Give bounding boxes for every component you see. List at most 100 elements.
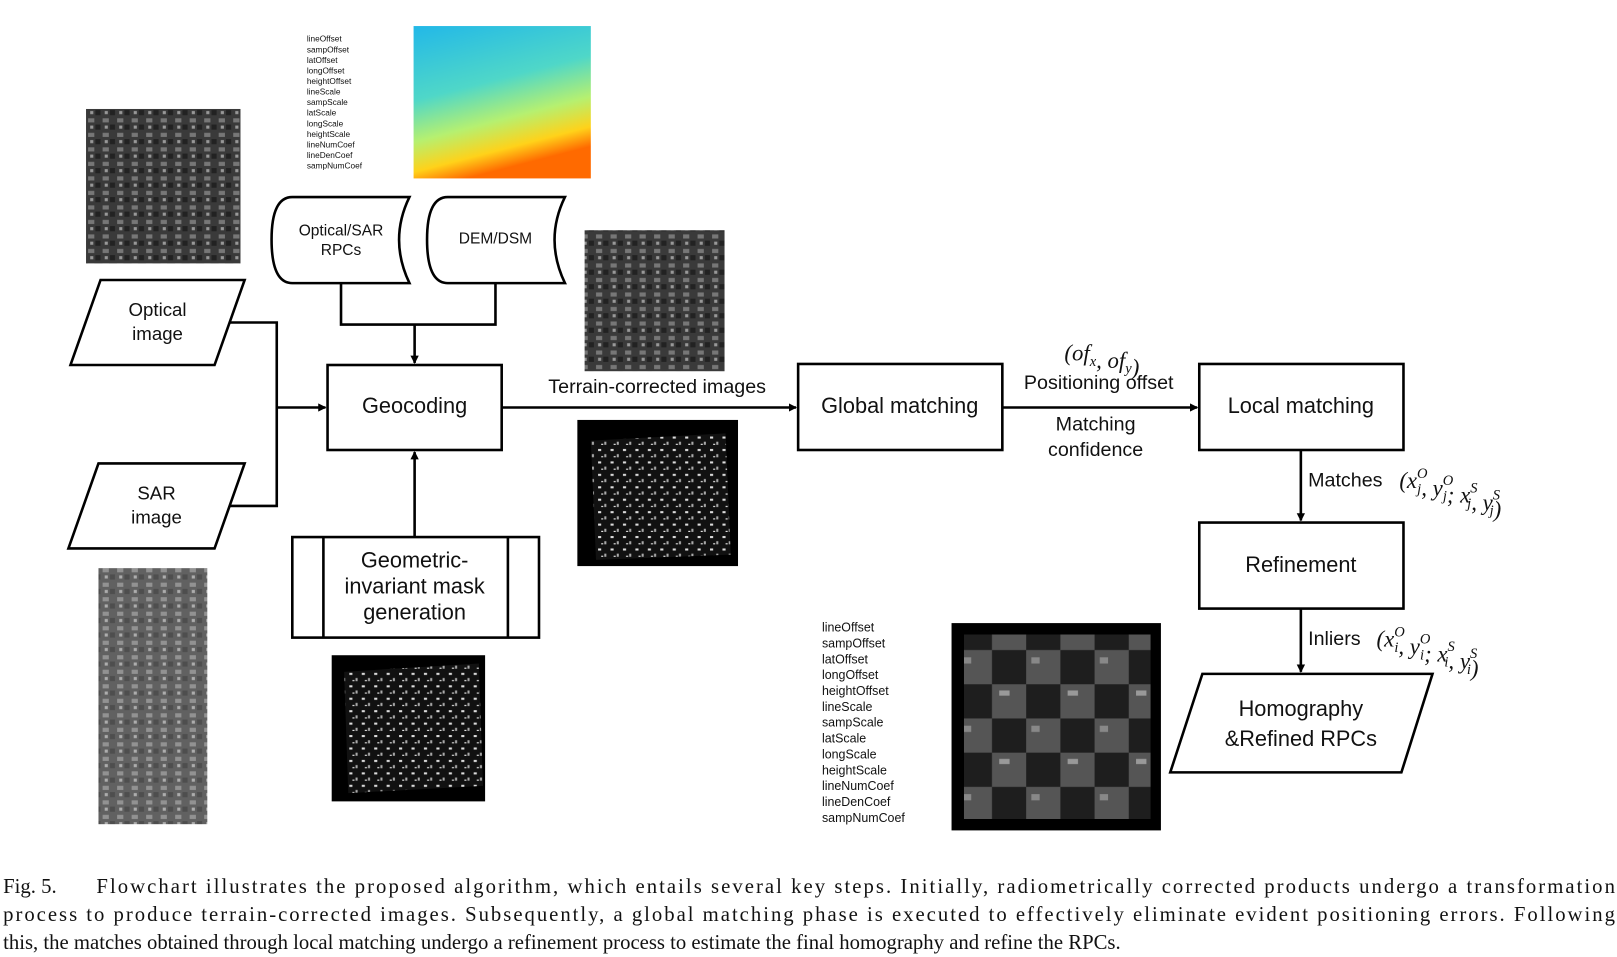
math-symbol: (: [1064, 341, 1073, 366]
math-symbol: ;: [1447, 483, 1460, 508]
rpc-param: lineDenCoef: [307, 150, 353, 160]
rpc-param: heightScale: [822, 763, 887, 777]
math-sub: j: [1465, 496, 1471, 512]
math-sup: O: [1443, 473, 1454, 489]
process-box: [1197, 521, 1405, 610]
rpc-param: sampScale: [307, 97, 348, 107]
math-sup: O: [1394, 625, 1405, 641]
node-label: image: [132, 323, 183, 344]
mosaic-thumbnail: [963, 634, 1151, 820]
math-sub: j: [1441, 489, 1447, 505]
subprocess-box: [291, 535, 541, 639]
rpc-param: lineNumCoef: [822, 779, 894, 793]
node-label: invariant mask: [345, 574, 485, 599]
math-base: y: [1481, 490, 1494, 515]
rpc-param: heightOffset: [822, 684, 889, 698]
optical-thumbnail: [86, 108, 241, 264]
math-sub: i: [1420, 648, 1424, 664]
math-symbol: (: [1399, 468, 1408, 493]
caption-line: process to produce terrain-corrected ima…: [3, 904, 1615, 926]
math-base: y: [1458, 649, 1471, 674]
edge-label: Matching: [1056, 413, 1136, 435]
math-base: y: [1431, 476, 1444, 501]
math-symbol: ;: [1424, 642, 1437, 667]
math-label: (xO j, yO j; xS j, yS j): [1399, 466, 1501, 522]
process-box: [1197, 362, 1405, 452]
node-label: Refinement: [1245, 552, 1356, 577]
rpc-param: latOffset: [822, 652, 869, 666]
math-symbol: ,: [1096, 348, 1107, 373]
node-label: Optical/SAR: [299, 222, 384, 239]
rpc-param: latScale: [822, 732, 866, 746]
rpc-param: latScale: [307, 108, 337, 118]
caption-label: Fig. 5.: [3, 876, 57, 898]
rpc-param: longOffset: [307, 65, 345, 75]
math-symbol: ): [1492, 497, 1502, 522]
edge-label: confidence: [1048, 439, 1143, 461]
node-label: Optical: [129, 299, 187, 320]
node-label: image: [131, 506, 182, 527]
math-symbol: ): [1130, 355, 1140, 380]
rpc-param: sampOffset: [822, 636, 886, 650]
dem-thumbnail: [413, 26, 591, 179]
storage-shape: [425, 195, 567, 285]
rpc-param: sampScale: [822, 716, 884, 730]
caption-line: Flowchart illustrates the proposed algor…: [96, 876, 1615, 898]
rpc-param: sampOffset: [307, 44, 350, 54]
math-sup: S: [1470, 481, 1478, 497]
math-symbol: ): [1469, 656, 1479, 681]
math-sup: O: [1417, 466, 1428, 482]
rpc-param: longScale: [822, 747, 877, 761]
process-box: [796, 362, 1004, 452]
rpc-param: sampNumCoef: [307, 161, 363, 171]
math-label: (ofx, ofy): [1064, 341, 1139, 381]
caption-line: this, the matches obtained through local…: [3, 932, 1121, 954]
rpc-param: longOffset: [822, 668, 879, 682]
math-symbol: ,: [1421, 476, 1432, 501]
node-label: Geocoding: [362, 393, 467, 418]
math-base: x: [1383, 627, 1394, 652]
math-sub: j: [1415, 482, 1421, 498]
rpc-param: latOffset: [307, 55, 338, 65]
sar-thumbnail: [98, 568, 208, 825]
connector: [214, 321, 279, 508]
rpc-param: sampNumCoef: [822, 811, 905, 825]
io-shape: [68, 278, 247, 367]
math-sub: i: [1394, 640, 1398, 656]
edge-label: Terrain-corrected images: [548, 376, 766, 398]
rpc-param: lineNumCoef: [307, 139, 356, 149]
node-label: Local matching: [1228, 393, 1374, 418]
rpc-param: heightScale: [307, 129, 351, 139]
node-label: Geometric-: [361, 548, 469, 573]
math-sub: i: [1444, 655, 1448, 671]
rpc-param: lineScale: [307, 87, 341, 97]
math-base: of: [1072, 341, 1092, 366]
math-base: x: [1406, 468, 1417, 493]
node-label: SAR: [137, 482, 175, 503]
rpc-param: heightOffset: [307, 76, 352, 86]
math-label: (xO i, yO i; xS i, yS i): [1377, 625, 1479, 681]
node-label: RPCs: [321, 242, 362, 259]
math-sub: j: [1488, 504, 1494, 520]
math-base: y: [1408, 634, 1421, 659]
connector: [339, 283, 497, 326]
rpc-param: lineScale: [822, 700, 873, 714]
io-shape: [1168, 672, 1435, 774]
node-label: &Refined RPCs: [1225, 726, 1377, 751]
math-sup: S: [1470, 647, 1478, 663]
math-symbol: (: [1377, 627, 1386, 652]
math-sub: y: [1123, 362, 1132, 378]
edge-label: Inliers: [1308, 628, 1361, 650]
math-sub: i: [1467, 662, 1471, 678]
rpc-param: longScale: [307, 118, 344, 128]
math-base: x: [1459, 483, 1470, 508]
edge-label: Positioning offset: [1024, 372, 1174, 394]
node-label: generation: [363, 600, 466, 625]
node-label: Homography: [1239, 696, 1364, 721]
mask-thumbnail: [344, 663, 484, 794]
terrain-optical-thumbnail: [584, 230, 725, 372]
node-label: Global matching: [821, 393, 978, 418]
process-box: [326, 363, 503, 452]
math-base: of: [1108, 348, 1128, 373]
